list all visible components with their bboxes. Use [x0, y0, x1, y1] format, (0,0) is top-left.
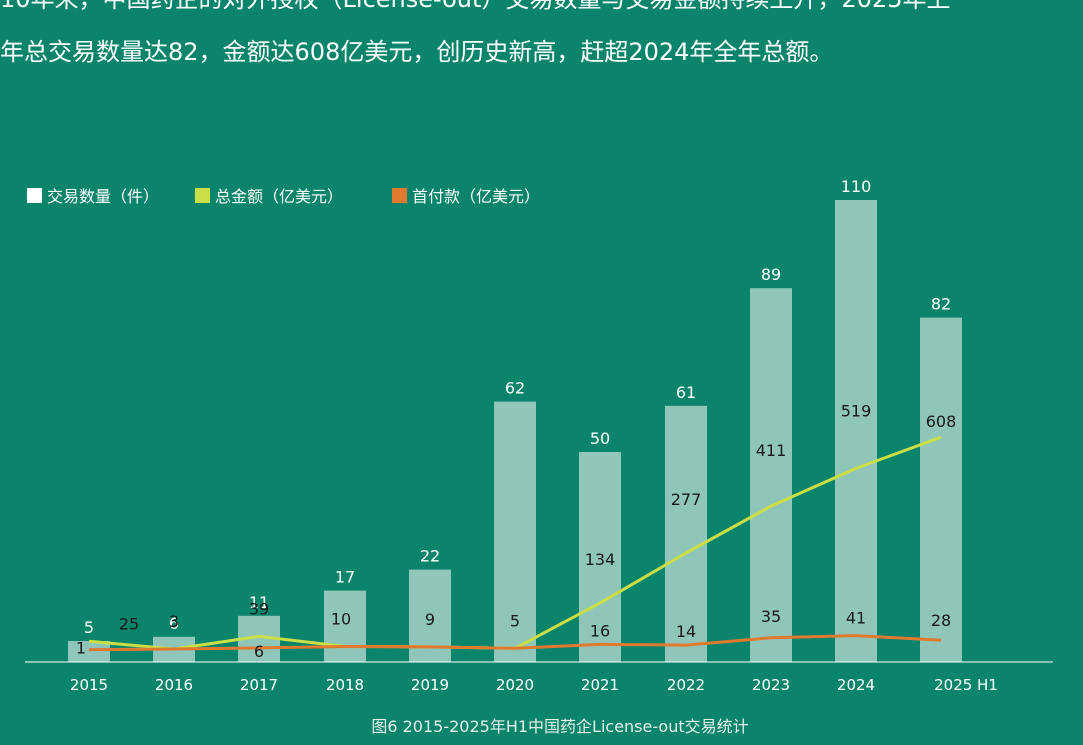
- x-tick-2017: 2017: [240, 676, 278, 694]
- bar-2021: [579, 452, 621, 662]
- bar-value-label: 17: [335, 568, 355, 587]
- legend-swatch-3: [392, 188, 407, 203]
- intro-line-2: 年总交易数量达82，金额达608亿美元，创历史新高，赶超2024年全年总额。: [0, 38, 834, 66]
- bar-value-label: 50: [590, 429, 610, 448]
- total-amount-label: 10: [331, 610, 351, 629]
- legend-label-1: 交易数量（件）: [47, 187, 159, 206]
- total-amount-label: 411: [756, 441, 787, 460]
- legend-label-2: 总金额（亿美元）: [215, 187, 343, 206]
- bar-value-label: 5: [84, 618, 94, 637]
- bar-value-label: 82: [931, 295, 951, 314]
- upfront-line: [88, 634, 942, 652]
- bar-2025-H1: [920, 317, 962, 662]
- x-tick-2015: 2015: [70, 676, 108, 694]
- legend-swatch-1: [27, 188, 42, 203]
- x-tick-2019: 2019: [411, 676, 449, 694]
- total-amount-label: 608: [926, 412, 957, 431]
- legend-swatch-2: [195, 188, 210, 203]
- total-amount-label: 9: [425, 610, 435, 629]
- bar-value-label: 89: [761, 265, 781, 284]
- x-tick-2025-H1: 2025 H1: [934, 676, 998, 694]
- x-tick-labels: 2015 2016 2017 2018 2019 2020 2021 2022 2023 2024…: [70, 676, 998, 694]
- bar-value-label: 6: [169, 614, 179, 633]
- upfront-label: 14: [676, 622, 696, 641]
- x-tick-2021: 2021: [581, 676, 619, 694]
- bar-2024: [835, 200, 877, 662]
- figure-caption: 图6 2015-2025年H1中国药企License-out交易统计: [371, 717, 749, 736]
- bars-layer: [68, 200, 962, 662]
- upfront-label: 6: [254, 642, 264, 661]
- bar-2022: [665, 405, 707, 662]
- x-tick-2022: 2022: [667, 676, 705, 694]
- bar-2023: [750, 288, 792, 662]
- total-amount-label: 3: [169, 612, 179, 631]
- total-amount-label: 519: [841, 401, 872, 420]
- bar-2020: [494, 401, 536, 662]
- x-tick-2018: 2018: [326, 676, 364, 694]
- bar-value-label: 11: [249, 593, 269, 612]
- total-amount-label: 134: [585, 550, 616, 569]
- total-amount-label: 39: [249, 599, 269, 618]
- bar-value-label: 61: [676, 383, 696, 402]
- x-tick-2020: 2020: [496, 676, 534, 694]
- x-tick-2023: 2023: [752, 676, 790, 694]
- x-tick-2024: 2024: [837, 676, 875, 694]
- bar-2015: [68, 641, 110, 662]
- total-amount-label: 277: [671, 490, 702, 509]
- lines-layer: [88, 435, 942, 652]
- x-tick-2016: 2016: [155, 676, 193, 694]
- bar-value-label: 62: [505, 379, 525, 398]
- upfront-label: 16: [590, 621, 610, 640]
- bar-value-label: 110: [841, 177, 872, 196]
- total-amount-label: 25: [119, 614, 139, 633]
- bar-2018: [324, 590, 366, 662]
- bar-value-label: 22: [420, 547, 440, 566]
- intro-line-1: 10年来，中国药企的对外授权（License-out）交易数量与交易金额持续上升…: [0, 0, 1083, 16]
- legend: 交易数量（件） 总金额（亿美元） 首付款（亿美元）: [27, 187, 540, 206]
- upfront-label: 28: [931, 611, 951, 630]
- legend-label-3: 首付款（亿美元）: [412, 187, 540, 206]
- upfront-label: 41: [846, 609, 866, 628]
- upfront-label: 35: [761, 607, 781, 626]
- upfront-label: 1: [76, 639, 86, 658]
- total-amount-label: 5: [510, 611, 520, 630]
